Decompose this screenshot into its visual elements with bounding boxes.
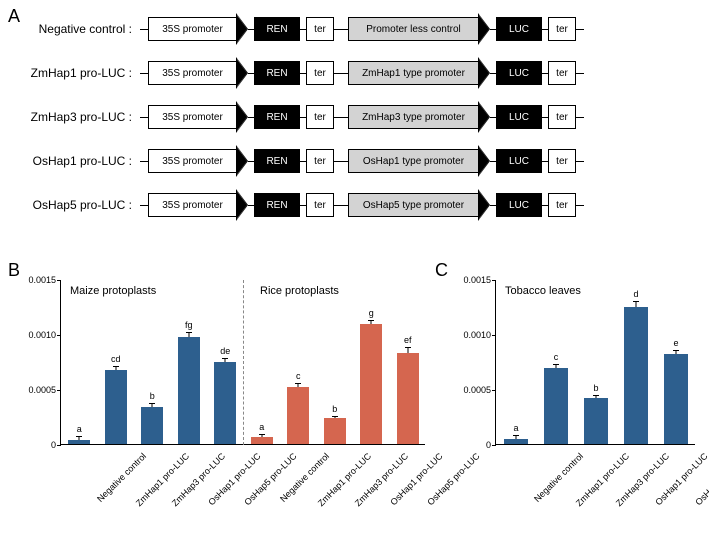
significance-letter: a [259,422,264,432]
construct-label: OsHap1 pro-LUC : [20,154,140,168]
bar: b [141,407,163,444]
bar: a [504,439,528,445]
plot-area: acbde [495,280,695,445]
bar: cd [105,370,127,444]
construct-row: OsHap1 pro-LUC :35S promoterRENterOsHap1… [20,142,690,180]
chart-c: 00.00050.00100.0015acbdeNegative control… [445,275,700,465]
bar: a [251,437,273,444]
y-tick-label: 0.0010 [28,330,56,340]
construct-diagram: 35S promoterRENterZmHap3 type promoterLU… [140,105,584,129]
construct-row: ZmHap3 pro-LUC :35S promoterRENterZmHap3… [20,98,690,136]
construct-row: Negative control :35S promoterRENterProm… [20,10,690,48]
construct-diagram: 35S promoterRENterOsHap5 type promoterLU… [140,193,584,217]
significance-letter: cd [111,354,121,364]
significance-letter: d [633,289,638,299]
panel-a-label: A [8,6,20,27]
construct-label: OsHap5 pro-LUC : [20,198,140,212]
y-tick-label: 0 [486,440,491,450]
significance-letter: c [554,352,559,362]
bar: a [68,440,90,444]
significance-letter: b [150,391,155,401]
bar: de [214,362,236,445]
bar: d [624,307,648,445]
bar: fg [178,337,200,444]
y-tick-label: 0.0005 [463,385,491,395]
bar: c [544,368,568,444]
bar: b [584,398,608,444]
construct-label: Negative control : [20,22,140,36]
construct-diagram: 35S promoterRENterZmHap1 type promoterLU… [140,61,584,85]
bar: g [360,324,382,444]
y-tick-label: 0.0015 [463,275,491,285]
chart-title: Tobacco leaves [505,285,581,297]
construct-row: OsHap5 pro-LUC :35S promoterRENterOsHap5… [20,186,690,224]
group-divider [243,280,244,445]
significance-letter: b [332,404,337,414]
significance-letter: a [77,424,82,434]
significance-letter: fg [185,320,193,330]
significance-letter: ef [404,335,412,345]
significance-letter: g [369,308,374,318]
y-tick-label: 0.0015 [28,275,56,285]
construct-label: ZmHap3 pro-LUC : [20,110,140,124]
significance-letter: a [513,423,518,433]
construct-label: ZmHap1 pro-LUC : [20,66,140,80]
y-tick-label: 0.0010 [463,330,491,340]
chart-title: Maize protoplasts [70,285,156,297]
y-tick-label: 0.0005 [28,385,56,395]
significance-letter: de [220,346,230,356]
construct-diagram: 35S promoterRENterPromoter less controlL… [140,17,584,41]
panel-a: Negative control :35S promoterRENterProm… [20,10,690,230]
chart-title: Rice protoplasts [260,285,339,297]
bar: b [324,418,346,444]
construct-diagram: 35S promoterRENterOsHap1 type promoterLU… [140,149,584,173]
bar: c [287,387,309,444]
significance-letter: e [673,338,678,348]
y-tick-label: 0 [51,440,56,450]
significance-letter: b [593,383,598,393]
bar: ef [397,353,419,444]
chart-b: 00.00050.00100.0015acdbfgdeacbgefNegativ… [10,275,430,465]
bar: e [664,354,688,444]
significance-letter: c [296,371,301,381]
construct-row: ZmHap1 pro-LUC :35S promoterRENterZmHap1… [20,54,690,92]
